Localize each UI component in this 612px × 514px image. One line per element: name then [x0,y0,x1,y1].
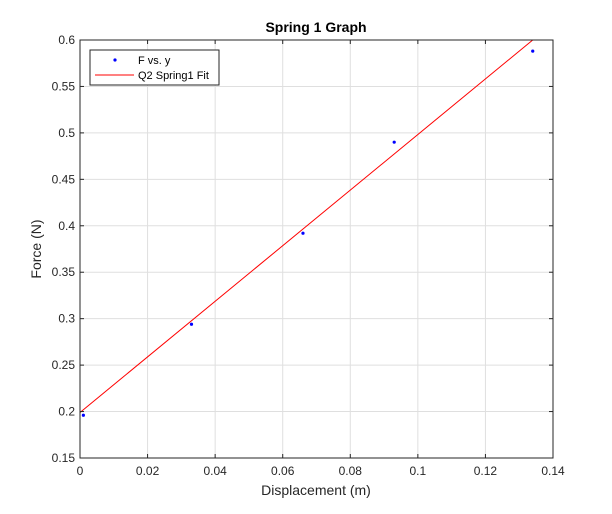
y-tick-label: 0.5 [58,126,75,140]
x-axis-label: Displacement (m) [261,482,371,498]
data-point [392,140,396,144]
y-tick-label: 0.4 [58,219,75,233]
y-tick-label: 0.45 [52,172,76,186]
plot-data [79,39,535,417]
legend-label-fit: Q2 Spring1 Fit [138,70,209,82]
y-axis-label: Force (N) [28,219,44,278]
grid-lines [79,39,554,459]
y-tick-label: 0.25 [52,358,76,372]
x-tick-label: 0.04 [203,464,227,478]
data-point [531,49,535,53]
x-tick-label: 0.12 [474,464,498,478]
y-tick-label: 0.3 [58,312,75,326]
data-point [189,322,194,326]
chart-title: Spring 1 Graph [265,19,366,35]
axis-ticks: 0 0.02 0.04 0.06 0.08 0.1 0.12 0.14 0.15 0.2 0.25 0… [52,33,565,478]
x-tick-label: 0.08 [339,464,363,478]
axes-box [79,39,554,459]
x-tick-label: 0.06 [271,464,295,478]
y-tick-label: 0.2 [58,405,75,419]
legend-marker-points [113,58,117,62]
x-tick-label: 0.02 [136,464,160,478]
legend-label-points: F vs. y [138,55,171,67]
x-tick-label: 0 [77,464,84,478]
legend-box [89,49,220,86]
y-tick-label: 0.6 [58,33,75,47]
y-tick-label: 0.15 [52,451,76,465]
x-tick-label: 0.14 [541,464,565,478]
y-tick-label: 0.55 [52,79,76,93]
x-tick-label: 0.1 [410,464,427,478]
data-point [301,231,305,235]
y-tick-label: 0.35 [52,265,76,279]
data-point [81,413,85,417]
fit-line [79,39,534,413]
legend: F vs. y Q2 Spring1 Fit [89,49,220,86]
